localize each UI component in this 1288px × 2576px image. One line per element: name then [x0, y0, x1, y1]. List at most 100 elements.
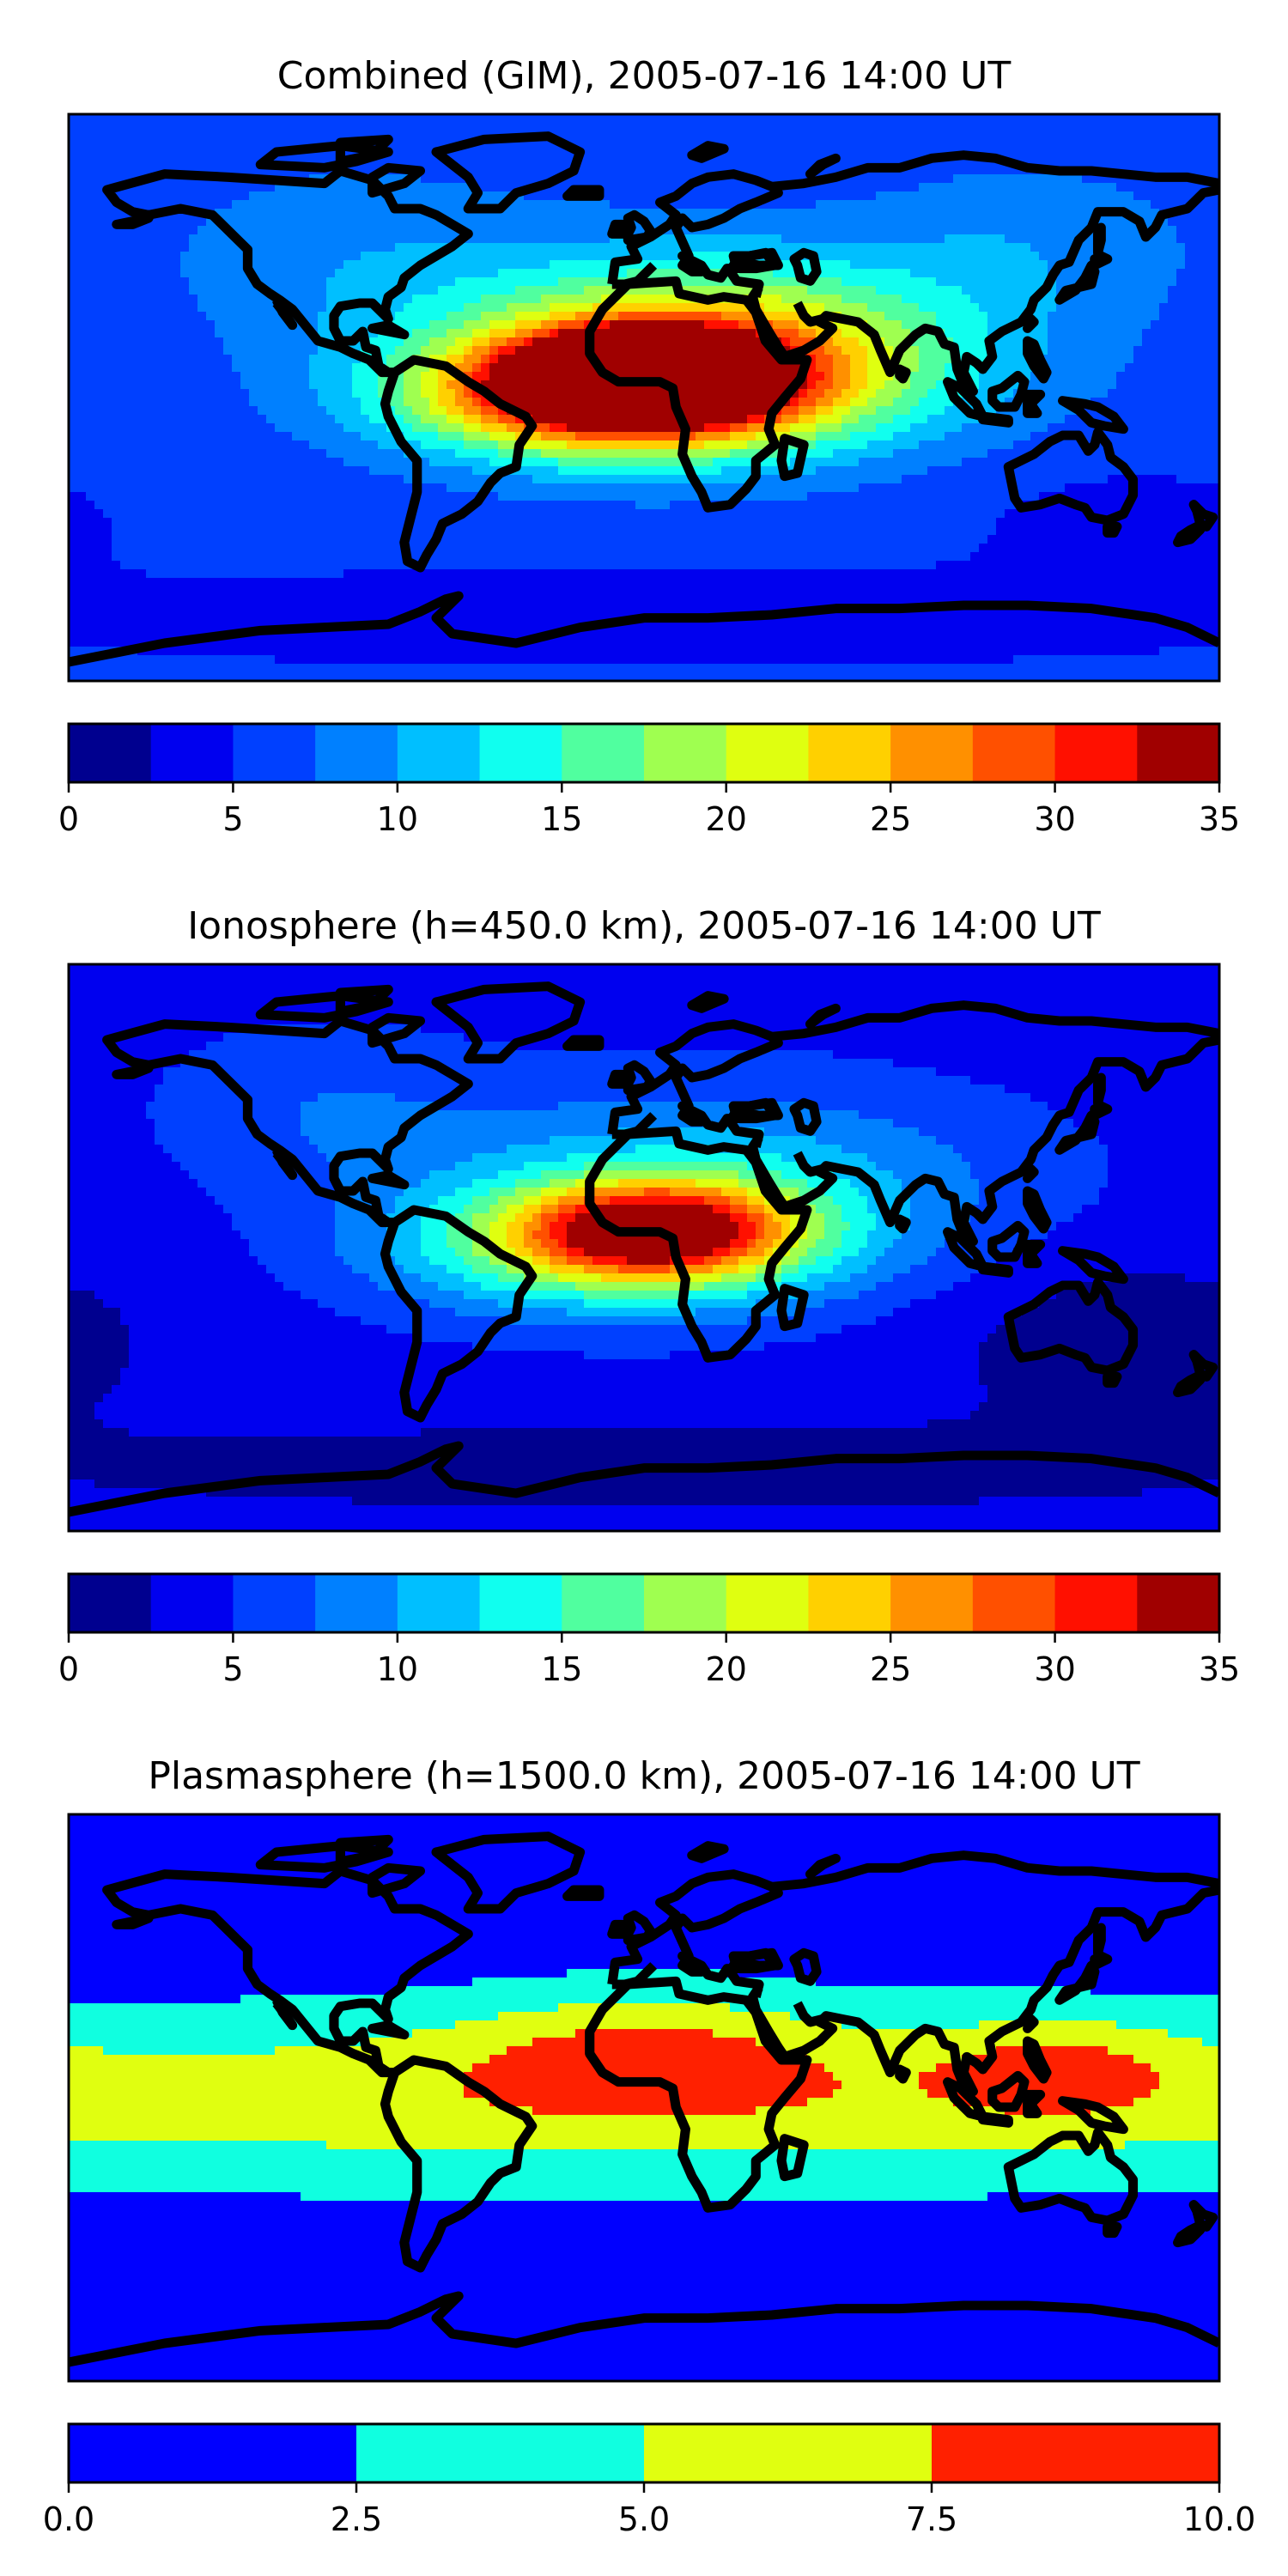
heatmap-cell [859, 380, 868, 390]
heatmap-cell [352, 277, 361, 287]
heatmap-cell [601, 183, 611, 192]
heatmap-cell [601, 286, 611, 295]
heatmap-cell [841, 415, 851, 424]
heatmap-cell [172, 398, 181, 407]
heatmap-cell [146, 423, 155, 433]
heatmap-cell [129, 140, 138, 149]
heatmap-cell [283, 432, 293, 441]
heatmap-cell [721, 346, 731, 355]
heatmap-cell [275, 398, 284, 407]
heatmap-cell [610, 140, 619, 149]
heatmap-cell [747, 191, 756, 201]
heatmap-cell [215, 423, 224, 433]
heatmap-cell [859, 406, 868, 416]
heatmap-cell [987, 243, 997, 252]
heatmap-cell [841, 303, 851, 313]
heatmap-cell [240, 372, 250, 381]
heatmap-cell [1159, 363, 1169, 373]
heatmap-cell [653, 337, 662, 347]
heatmap-cell [610, 191, 619, 201]
heatmap-cell [258, 363, 267, 373]
heatmap-cell [335, 123, 344, 132]
heatmap-cell [721, 286, 731, 295]
heatmap-cell [1176, 380, 1186, 390]
heatmap-cell [1091, 312, 1100, 321]
heatmap-cell [1091, 355, 1100, 364]
heatmap-cell [704, 243, 714, 252]
heatmap-cell [447, 346, 456, 355]
heatmap-cell [1030, 415, 1040, 424]
heatmap-cell [1108, 389, 1117, 398]
heatmap-cell [721, 389, 731, 398]
heatmap-cell [687, 123, 696, 132]
heatmap-cell [1030, 243, 1040, 252]
heatmap-cell [215, 209, 224, 218]
heatmap-cell [867, 277, 877, 287]
heatmap-cell [1056, 337, 1066, 347]
heatmap-cell [987, 303, 997, 313]
heatmap-cell [335, 363, 344, 373]
heatmap-cell [910, 226, 920, 235]
heatmap-cell [893, 226, 902, 235]
heatmap-cell [713, 123, 722, 132]
heatmap-cell [146, 346, 155, 355]
heatmap-cell [326, 398, 336, 407]
heatmap-cell [266, 398, 276, 407]
heatmap-cell [103, 432, 112, 441]
heatmap-cell [275, 252, 284, 261]
heatmap-cell [567, 380, 576, 390]
heatmap-cell [996, 295, 1005, 304]
heatmap-cell [266, 140, 276, 149]
heatmap-cell [850, 183, 860, 192]
heatmap-cell [850, 174, 860, 184]
heatmap-cell [1176, 114, 1186, 124]
heatmap-cell [1091, 372, 1100, 381]
heatmap-cell [1211, 286, 1219, 295]
heatmap-cell [987, 114, 997, 124]
heatmap-cell [1159, 166, 1169, 175]
heatmap-cell [653, 320, 662, 330]
heatmap-cell [1022, 423, 1031, 433]
heatmap-cell [902, 114, 911, 124]
heatmap-cell [137, 157, 147, 167]
heatmap-cell [919, 174, 928, 184]
heatmap-cell [653, 174, 662, 184]
heatmap-cell [1039, 183, 1048, 192]
heatmap-cell [799, 131, 808, 141]
heatmap-cell [215, 243, 224, 252]
heatmap-cell [1065, 131, 1074, 141]
heatmap-cell [713, 191, 722, 201]
heatmap-cell [223, 191, 233, 201]
heatmap-cell [635, 363, 645, 373]
heatmap-cell [1151, 337, 1160, 347]
heatmap-cell [1039, 174, 1048, 184]
heatmap-cell [678, 406, 688, 416]
heatmap-cell [532, 234, 542, 244]
heatmap-cell [429, 243, 439, 252]
heatmap-cell [550, 389, 559, 398]
heatmap-cell [283, 131, 293, 141]
heatmap-cell [962, 320, 971, 330]
heatmap-cell [756, 149, 765, 158]
heatmap-cell [429, 260, 439, 270]
heatmap-cell [687, 423, 696, 433]
heatmap-cell [541, 337, 550, 347]
heatmap-cell [970, 243, 980, 252]
heatmap-cell [601, 149, 611, 158]
heatmap-cell [824, 114, 834, 124]
heatmap-cell [738, 226, 748, 235]
heatmap-cell [352, 380, 361, 390]
heatmap-cell [249, 234, 258, 244]
heatmap-cell [1168, 234, 1177, 244]
heatmap-cell [189, 406, 198, 416]
heatmap-cell [404, 114, 413, 124]
heatmap-cell [318, 252, 327, 261]
heatmap-cell [266, 114, 276, 124]
heatmap-cell [524, 337, 533, 347]
heatmap-cell [1185, 406, 1194, 416]
heatmap-cell [343, 415, 353, 424]
heatmap-cell [730, 200, 739, 210]
heatmap-cell [421, 415, 430, 424]
heatmap-cell [77, 423, 87, 433]
heatmap-cell [876, 363, 885, 373]
